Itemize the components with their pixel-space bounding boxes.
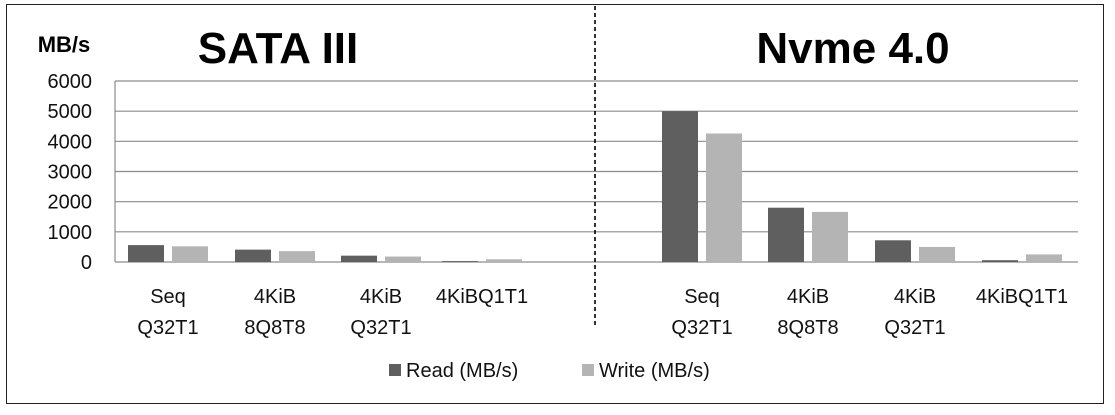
bar-write — [706, 133, 742, 262]
bar-write — [1026, 254, 1062, 262]
legend-label-write: Write (MB/s) — [599, 360, 710, 382]
bar-read — [128, 245, 164, 262]
bar-write — [919, 246, 955, 262]
x-tick-label: Q32T1 — [137, 317, 198, 339]
y-tick-label: 3000 — [48, 162, 93, 184]
bar-read — [662, 111, 698, 263]
x-tick-label: Seq — [150, 286, 186, 308]
y-tick-label: 2000 — [48, 192, 93, 214]
x-tick-label: 8Q8T8 — [244, 317, 305, 339]
legend-label-read: Read (MB/s) — [406, 360, 518, 382]
x-tick-label: 4KiB — [254, 286, 296, 308]
x-tick-label: 4KiBQ1T1 — [976, 286, 1068, 308]
bar-write — [279, 251, 315, 262]
bar-write — [172, 246, 208, 262]
y-axis-unit-label: MB/s — [38, 32, 91, 57]
legend-swatch-write — [582, 364, 594, 376]
chart-frame — [6, 4, 1104, 404]
bar-write — [385, 256, 421, 262]
group-title: SATA III — [198, 24, 359, 73]
bar-read — [442, 261, 478, 262]
legend-swatch-read — [389, 364, 401, 376]
bar-write — [812, 211, 848, 262]
y-tick-label: 5000 — [48, 101, 93, 123]
bar-write — [486, 259, 522, 262]
x-tick-label: Q32T1 — [671, 317, 732, 339]
bar-read — [235, 249, 271, 262]
bar-read — [768, 207, 804, 262]
y-tick-label: 6000 — [48, 71, 93, 93]
bar-read — [982, 260, 1018, 262]
group-title: Nvme 4.0 — [756, 24, 949, 73]
x-tick-label: Q32T1 — [350, 317, 411, 339]
x-tick-label: 4KiB — [787, 286, 829, 308]
y-tick-label: 1000 — [48, 222, 93, 244]
x-tick-label: Q32T1 — [884, 317, 945, 339]
x-tick-label: 4KiB — [894, 286, 936, 308]
x-tick-label: 8Q8T8 — [777, 317, 838, 339]
x-tick-label: 4KiBQ1T1 — [436, 286, 528, 308]
y-tick-label: 0 — [81, 252, 92, 274]
bar-read — [875, 240, 911, 262]
x-tick-label: 4KiB — [360, 286, 402, 308]
x-tick-label: Seq — [684, 286, 720, 308]
y-tick-label: 4000 — [48, 131, 93, 153]
bar-read — [341, 255, 377, 262]
